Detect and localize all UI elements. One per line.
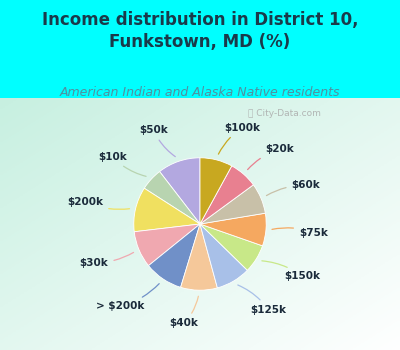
Wedge shape	[200, 158, 232, 224]
Text: $40k: $40k	[170, 296, 198, 328]
Text: $60k: $60k	[266, 181, 320, 196]
Text: $100k: $100k	[218, 123, 260, 154]
Wedge shape	[200, 224, 247, 288]
Wedge shape	[200, 166, 253, 224]
Wedge shape	[144, 172, 200, 224]
Text: $75k: $75k	[272, 228, 328, 238]
Text: $125k: $125k	[238, 285, 286, 315]
Wedge shape	[148, 224, 200, 287]
Text: $150k: $150k	[262, 261, 320, 281]
Wedge shape	[181, 224, 217, 290]
Text: $30k: $30k	[80, 252, 134, 267]
Wedge shape	[200, 185, 265, 224]
Wedge shape	[134, 188, 200, 232]
Text: Ⓢ City-Data.com: Ⓢ City-Data.com	[248, 108, 321, 118]
Wedge shape	[134, 224, 200, 266]
Text: $10k: $10k	[98, 152, 146, 176]
Wedge shape	[160, 158, 200, 224]
Wedge shape	[200, 213, 266, 246]
Text: > $200k: > $200k	[96, 284, 159, 311]
Text: $50k: $50k	[139, 125, 175, 157]
Text: $20k: $20k	[248, 144, 294, 170]
Wedge shape	[200, 224, 262, 270]
Text: American Indian and Alaska Native residents: American Indian and Alaska Native reside…	[60, 86, 340, 99]
Text: Income distribution in District 10,
Funkstown, MD (%): Income distribution in District 10, Funk…	[42, 10, 358, 51]
Text: $200k: $200k	[67, 197, 130, 209]
